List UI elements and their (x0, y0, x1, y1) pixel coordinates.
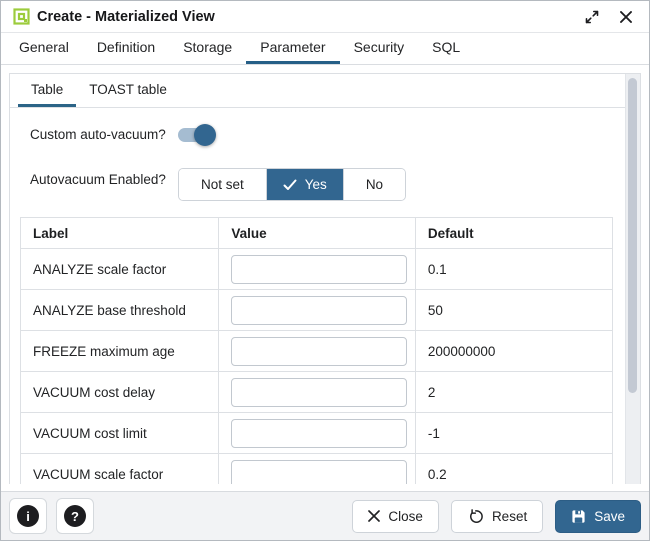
dialog-tabs: General Definition Storage Parameter Sec… (1, 33, 649, 65)
param-value-input[interactable] (231, 254, 408, 284)
param-default: 0.2 (414, 453, 614, 484)
table-row: VACUUM scale factor 0.2 (19, 453, 614, 484)
table-header-row: Label Value Default (19, 217, 614, 249)
tab-general[interactable]: General (19, 39, 69, 55)
option-yes[interactable]: Yes (266, 169, 344, 200)
param-default: 2 (414, 371, 614, 413)
dialog-title: Create - Materialized View (37, 8, 215, 25)
expand-icon[interactable] (581, 6, 603, 28)
table-row: ANALYZE scale factor 0.1 (19, 248, 614, 290)
custom-autovacuum-row: Custom auto-vacuum? (10, 123, 625, 147)
table-row: VACUUM cost delay 2 (19, 371, 614, 413)
reset-button[interactable]: Reset (450, 499, 544, 533)
save-button[interactable]: Save (555, 499, 641, 533)
param-label: VACUUM cost limit (19, 412, 220, 454)
table-row: VACUUM cost limit -1 (19, 412, 614, 454)
param-default: 0.1 (414, 248, 614, 290)
subtab-table[interactable]: Table (18, 74, 77, 107)
info-button[interactable]: i (9, 498, 47, 534)
content-area: Table TOAST table Custom auto-vacuum? Au… (1, 65, 649, 484)
close-button[interactable]: Close (352, 499, 439, 533)
column-header-label: Label (19, 217, 220, 249)
custom-autovacuum-toggle[interactable] (178, 123, 218, 147)
table-row: FREEZE maximum age 200000000 (19, 330, 614, 372)
param-value-input[interactable] (231, 418, 408, 448)
close-icon[interactable] (615, 6, 637, 28)
reset-button-label: Reset (491, 508, 528, 524)
dialog-titlebar: Create - Materialized View (1, 1, 649, 33)
param-value-input[interactable] (231, 459, 408, 484)
tab-definition[interactable]: Definition (96, 39, 156, 55)
tab-storage[interactable]: Storage (183, 39, 233, 55)
param-default: 50 (414, 289, 614, 331)
option-no[interactable]: No (343, 169, 406, 200)
autovacuum-enabled-group: Not set Yes No (178, 168, 407, 201)
param-default: -1 (414, 412, 614, 454)
save-icon (572, 509, 585, 523)
scrollbar-thumb[interactable] (628, 78, 637, 393)
autovacuum-enabled-row: Autovacuum Enabled? Not set Yes No (10, 168, 625, 201)
param-value-input[interactable] (231, 377, 408, 407)
save-button-label: Save (594, 508, 625, 524)
close-button-label: Close (388, 508, 423, 524)
vertical-scrollbar[interactable] (625, 74, 640, 484)
param-label: ANALYZE scale factor (19, 248, 220, 290)
autovacuum-enabled-label: Autovacuum Enabled? (30, 172, 166, 187)
subtab-toast-table[interactable]: TOAST table (89, 81, 167, 97)
custom-autovacuum-label: Custom auto-vacuum? (30, 127, 166, 142)
reset-icon (469, 508, 483, 523)
option-not-set-label: Not set (201, 177, 244, 192)
option-not-set[interactable]: Not set (179, 169, 267, 200)
tab-sql[interactable]: SQL (432, 39, 461, 55)
param-label: ANALYZE base threshold (19, 289, 220, 331)
param-default: 200000000 (414, 330, 614, 372)
tab-security[interactable]: Security (353, 39, 405, 55)
param-label: FREEZE maximum age (19, 330, 220, 372)
parameter-subtabs: Table TOAST table (10, 74, 625, 108)
close-x-icon (368, 510, 381, 522)
table-row: ANALYZE base threshold 50 (19, 289, 614, 331)
help-button[interactable]: ? (56, 498, 94, 534)
option-yes-label: Yes (304, 177, 327, 192)
param-label: VACUUM cost delay (19, 371, 220, 413)
param-value-input[interactable] (231, 336, 408, 366)
column-header-value: Value (218, 217, 416, 249)
option-no-label: No (365, 177, 384, 192)
parameter-panel: Table TOAST table Custom auto-vacuum? Au… (9, 73, 641, 484)
tab-parameter[interactable]: Parameter (246, 33, 340, 64)
materialized-view-icon (13, 8, 30, 25)
dialog-footer: i ? Close Reset Save (1, 491, 649, 540)
param-value-input[interactable] (231, 295, 408, 325)
toggle-thumb (194, 124, 216, 146)
parameters-table: Label Value Default ANALYZE scale factor… (19, 217, 614, 484)
help-icon: ? (64, 505, 86, 527)
check-icon (283, 179, 297, 190)
param-label: VACUUM scale factor (19, 453, 220, 484)
info-icon: i (17, 505, 39, 527)
column-header-default: Default (414, 217, 614, 249)
